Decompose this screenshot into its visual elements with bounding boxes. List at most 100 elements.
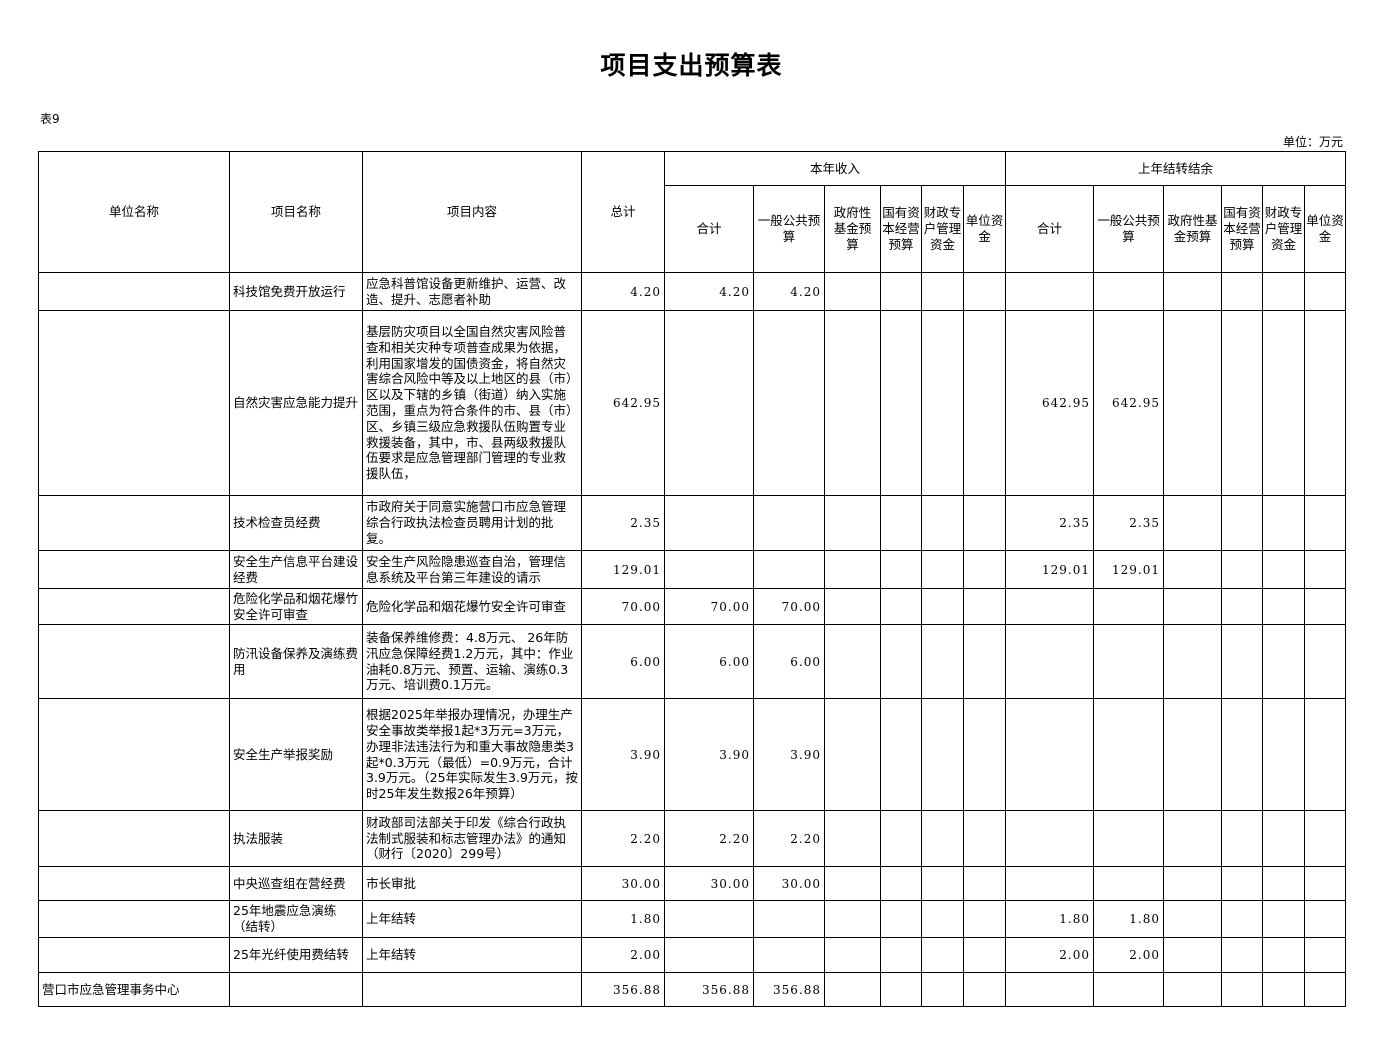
header-last-unit-funds: 单位资金 — [1304, 185, 1347, 273]
current-general-public-budget-cell — [753, 937, 825, 973]
last-state-capital-budget-cell — [1221, 866, 1264, 901]
total-cell: 2.00 — [581, 937, 665, 973]
table-row: 自然灾害应急能力提升 基层防灾项目以全国自然灾害风险普查和相关灾种专项普查成果为依… — [38, 310, 1347, 496]
total-cell: 642.95 — [581, 310, 665, 496]
current-state-capital-budget-cell — [880, 900, 922, 938]
project-name-cell: 安全生产信息平台建设经费 — [229, 550, 363, 589]
table-row: 25年地震应急演练（结转） 上年结转 1.80 1.80 1.80 — [38, 900, 1347, 938]
last-unit-funds-cell — [1304, 310, 1347, 496]
header-last-state-capital-budget: 国有资本经营预算 — [1221, 185, 1264, 273]
last-subtotal-cell: 2.00 — [1005, 937, 1095, 973]
project-name-cell: 防汛设备保养及演练费用 — [229, 624, 363, 699]
last-fiscal-account-funds-cell — [1262, 900, 1306, 938]
table-row: 安全生产举报奖励 根据2025年举报办理情况，办理生产安全事故类举报1起*3万元=… — [38, 698, 1347, 811]
total-cell: 30.00 — [581, 866, 665, 901]
current-state-capital-budget-cell — [880, 272, 922, 311]
current-fiscal-account-funds-cell — [921, 272, 964, 311]
total-cell: 4.20 — [581, 272, 665, 311]
project-name-cell: 危险化学品和烟花爆竹安全许可审查 — [229, 588, 363, 625]
last-gov-fund-budget-cell — [1163, 972, 1223, 1007]
header-current-general-public-budget: 一般公共预算 — [753, 185, 825, 273]
header-total: 总计 — [581, 151, 665, 273]
last-general-public-budget-cell: 2.35 — [1093, 495, 1165, 551]
current-general-public-budget-cell: 6.00 — [753, 624, 825, 699]
current-fiscal-account-funds-cell — [921, 866, 964, 901]
current-state-capital-budget-cell — [880, 588, 922, 625]
project-content-cell: 市长审批 — [362, 866, 582, 901]
current-subtotal-cell — [664, 937, 754, 973]
last-subtotal-cell — [1005, 624, 1095, 699]
last-gov-fund-budget-cell — [1163, 588, 1223, 625]
current-gov-fund-budget-cell — [824, 588, 881, 625]
total-cell: 3.90 — [581, 698, 665, 811]
project-content-cell: 上年结转 — [362, 937, 582, 973]
current-state-capital-budget-cell — [880, 810, 922, 867]
last-unit-funds-cell — [1304, 810, 1347, 867]
last-unit-funds-cell — [1304, 866, 1347, 901]
current-general-public-budget-cell — [753, 900, 825, 938]
current-fiscal-account-funds-cell — [921, 698, 964, 811]
current-fiscal-account-funds-cell — [921, 310, 964, 496]
current-general-public-budget-cell — [753, 550, 825, 589]
current-subtotal-cell: 70.00 — [664, 588, 754, 625]
header-unit-name: 单位名称 — [38, 151, 230, 273]
current-gov-fund-budget-cell — [824, 698, 881, 811]
last-fiscal-account-funds-cell — [1262, 810, 1306, 867]
last-general-public-budget-cell: 1.80 — [1093, 900, 1165, 938]
unit-name-cell — [38, 624, 230, 699]
last-general-public-budget-cell — [1093, 624, 1165, 699]
last-gov-fund-budget-cell — [1163, 495, 1223, 551]
last-gov-fund-budget-cell — [1163, 550, 1223, 589]
project-content-cell: 安全生产风险隐患巡查自治，管理信息系统及平台第三年建设的请示 — [362, 550, 582, 589]
current-unit-funds-cell — [962, 495, 1007, 551]
header-current-unit-funds: 单位资金 — [962, 185, 1007, 273]
total-cell: 2.20 — [581, 810, 665, 867]
last-fiscal-account-funds-cell — [1262, 624, 1306, 699]
last-gov-fund-budget-cell — [1163, 900, 1223, 938]
current-general-public-budget-cell — [753, 310, 825, 496]
last-subtotal-cell — [1005, 972, 1095, 1007]
project-name-cell: 技术检查员经费 — [229, 495, 363, 551]
project-content-cell: 应急科普馆设备更新维护、运营、改造、提升、志愿者补助 — [362, 272, 582, 311]
table-row: 防汛设备保养及演练费用 装备保养维修费：4.8万元、 26年防汛应急保障经费1.2… — [38, 624, 1347, 699]
last-state-capital-budget-cell — [1221, 310, 1264, 496]
last-fiscal-account-funds-cell — [1262, 272, 1306, 311]
current-general-public-budget-cell: 4.20 — [753, 272, 825, 311]
last-general-public-budget-cell — [1093, 588, 1165, 625]
last-fiscal-account-funds-cell — [1262, 495, 1306, 551]
project-name-cell: 中央巡查组在营经费 — [229, 866, 363, 901]
current-subtotal-cell: 6.00 — [664, 624, 754, 699]
current-fiscal-account-funds-cell — [921, 937, 964, 973]
last-state-capital-budget-cell — [1221, 810, 1264, 867]
total-cell: 70.00 — [581, 588, 665, 625]
last-unit-funds-cell — [1304, 588, 1347, 625]
last-fiscal-account-funds-cell — [1262, 866, 1306, 901]
current-fiscal-account-funds-cell — [921, 900, 964, 938]
current-unit-funds-cell — [962, 810, 1007, 867]
current-gov-fund-budget-cell — [824, 900, 881, 938]
unit-name-cell — [38, 810, 230, 867]
project-name-cell — [229, 972, 363, 1007]
current-gov-fund-budget-cell — [824, 810, 881, 867]
last-state-capital-budget-cell — [1221, 698, 1264, 811]
table-row: 技术检查员经费 市政府关于同意实施营口市应急管理综合行政执法检查员聘用计划的批复。… — [38, 495, 1347, 551]
last-state-capital-budget-cell — [1221, 550, 1264, 589]
current-state-capital-budget-cell — [880, 698, 922, 811]
project-content-cell: 上年结转 — [362, 900, 582, 938]
total-cell: 1.80 — [581, 900, 665, 938]
current-state-capital-budget-cell — [880, 866, 922, 901]
table-row: 安全生产信息平台建设经费 安全生产风险隐患巡查自治，管理信息系统及平台第三年建设的… — [38, 550, 1347, 589]
last-subtotal-cell: 642.95 — [1005, 310, 1095, 496]
last-subtotal-cell — [1005, 866, 1095, 901]
current-state-capital-budget-cell — [880, 624, 922, 699]
table-row: 执法服装 财政部司法部关于印发《综合行政执法制式服装和标志管理办法》的通知（财行〔… — [38, 810, 1347, 867]
current-unit-funds-cell — [962, 866, 1007, 901]
last-general-public-budget-cell — [1093, 972, 1165, 1007]
last-state-capital-budget-cell — [1221, 900, 1264, 938]
last-gov-fund-budget-cell — [1163, 624, 1223, 699]
current-subtotal-cell — [664, 310, 754, 496]
unit-name-cell — [38, 900, 230, 938]
current-fiscal-account-funds-cell — [921, 495, 964, 551]
last-unit-funds-cell — [1304, 972, 1347, 1007]
current-state-capital-budget-cell — [880, 310, 922, 496]
